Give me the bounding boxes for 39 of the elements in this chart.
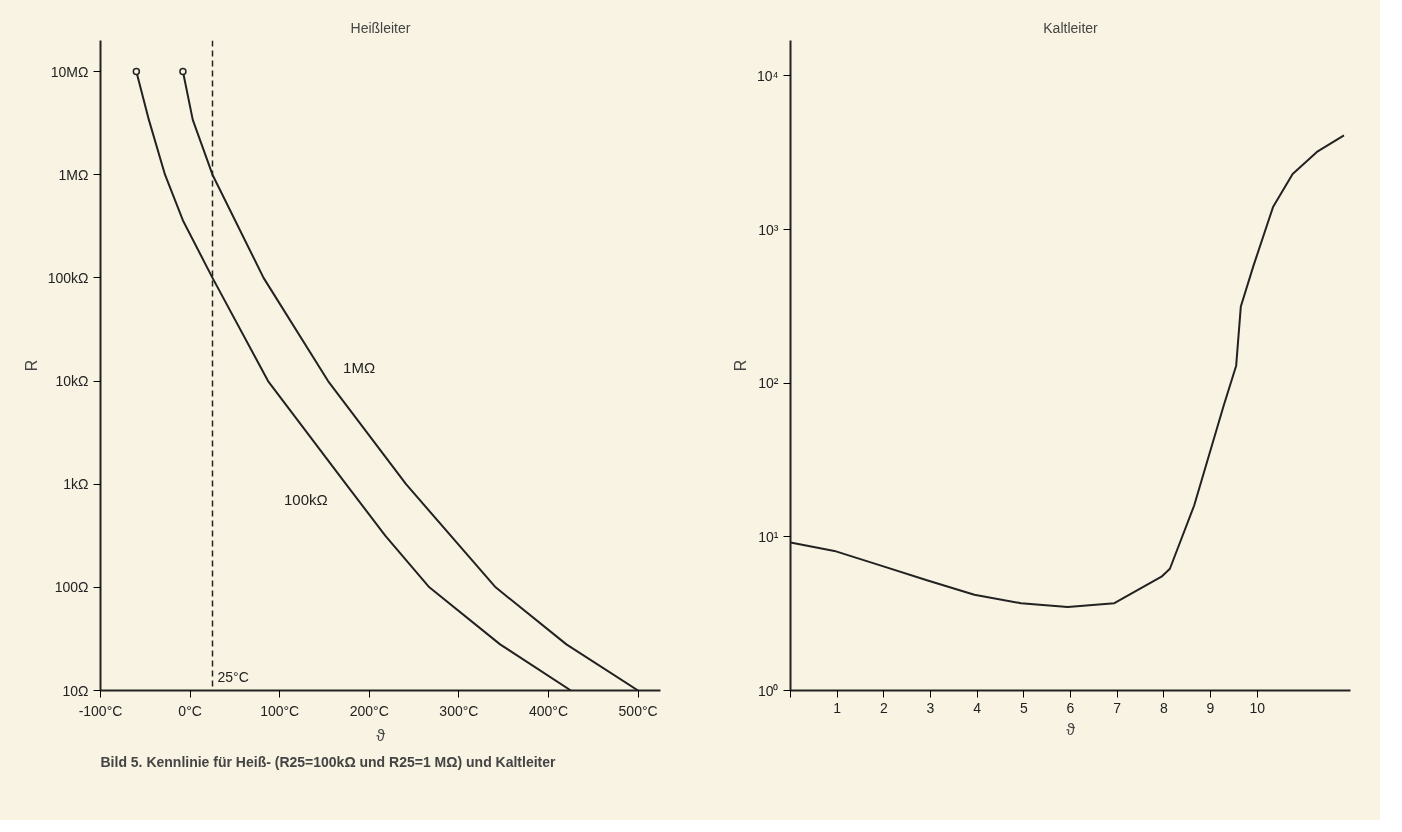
x-tick-label: 6: [1066, 699, 1075, 716]
x-axis-title: ϑ: [1066, 720, 1076, 738]
y-tick-label: 10kΩ: [55, 373, 89, 390]
y-tick-label: 10⁴: [756, 67, 779, 84]
y-tick-label: 10Ω: [62, 682, 89, 699]
x-tick-label: 400°C: [528, 702, 569, 719]
y-tick-label: 100kΩ: [47, 269, 89, 286]
y-axis-title: R: [22, 359, 40, 372]
series-label: 100kΩ: [284, 491, 328, 509]
ref-line-label: 25°C: [217, 668, 249, 685]
x-tick-label: 3: [926, 699, 935, 716]
x-tick-label: 5: [1019, 699, 1028, 716]
x-tick-label: 9: [1206, 699, 1215, 716]
x-tick-label: 200°C: [349, 702, 389, 719]
x-tick-label: 10: [1249, 699, 1266, 716]
chart-title: Heißleiter: [350, 19, 411, 36]
y-axis-title: R: [731, 359, 749, 372]
text: Bild 5. Kennlinie für Heiß- (R25=100kΩ und R25=1 MΩ) und Kaltleiter: [100, 753, 557, 770]
chart-title: Kaltleiter: [1043, 19, 1099, 36]
y-tick-label: 1MΩ: [58, 166, 89, 183]
x-tick-label: 100°C: [260, 702, 300, 719]
y-tick-label: 10⁰: [757, 682, 779, 699]
x-tick-label: 8: [1159, 699, 1168, 716]
series-label: 1MΩ: [343, 359, 376, 377]
x-tick-label: 7: [1113, 699, 1122, 716]
y-tick-label: 10MΩ: [50, 63, 89, 80]
y-tick-label: 10¹: [758, 528, 779, 545]
x-tick-label: -100°C: [78, 702, 123, 719]
x-tick-label: 4: [973, 699, 982, 716]
x-tick-label: 500°C: [618, 702, 658, 719]
x-axis-title: ϑ: [376, 726, 386, 744]
x-tick-label: 2: [879, 699, 888, 716]
x-tick-label: 1: [833, 699, 842, 716]
y-tick-label: 100Ω: [54, 579, 89, 596]
x-tick-label: 0°C: [178, 702, 202, 719]
x-tick-label: 300°C: [439, 702, 479, 719]
y-tick-label: 1kΩ: [63, 476, 89, 493]
y-tick-label: 10²: [758, 375, 779, 392]
y-tick-label: 10³: [758, 221, 779, 238]
